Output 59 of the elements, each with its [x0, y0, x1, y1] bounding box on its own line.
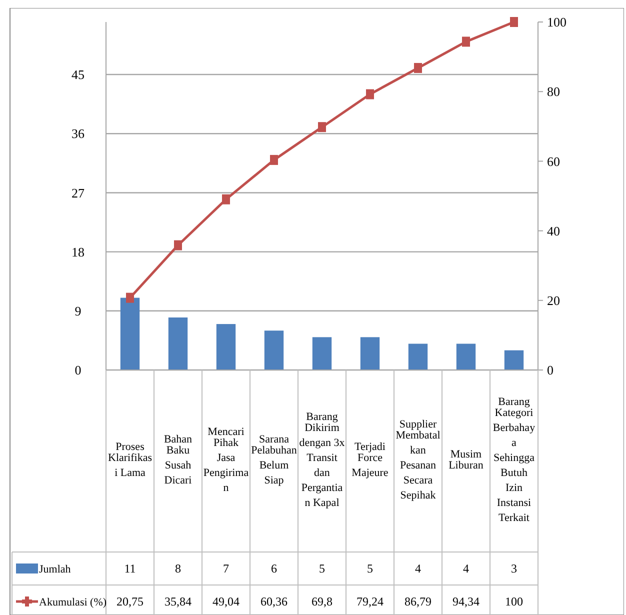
- data-label: 60,36: [260, 594, 288, 609]
- bar: [216, 324, 236, 370]
- data-label: 6: [271, 562, 277, 576]
- y2-tick-label: 40: [547, 223, 560, 238]
- y-tick-label: 18: [72, 244, 84, 260]
- bar: [168, 317, 188, 370]
- y2-tick-label: 20: [547, 292, 560, 308]
- data-label: 3: [511, 562, 517, 576]
- point: [414, 62, 422, 73]
- data-label: 49,04: [212, 594, 240, 609]
- data-label: 4: [463, 562, 469, 576]
- y2-tick-label: 100: [547, 14, 566, 30]
- data-label: 35,84: [164, 594, 192, 609]
- data-label: 5: [319, 562, 325, 576]
- bar: [312, 337, 332, 370]
- data-label: 7: [223, 562, 229, 576]
- point: [318, 122, 326, 132]
- x-tick-label: Sarana Pelabuhan Belum Siap: [251, 433, 298, 486]
- bar: [504, 350, 524, 370]
- x-tick-label: Supplier Membatalkan Pesanan Secara Sepihak: [396, 418, 440, 502]
- y2-tick-label: 60: [547, 154, 560, 169]
- data-label: 69,8: [312, 594, 332, 609]
- category-label: Barang Kategori Berbahaya Sehingga Butuh Izin Instansi Terkait: [492, 396, 536, 524]
- x-tick-label: Barang Dikirim dengan 3x Transit dan Pergantian Kapal: [299, 410, 346, 509]
- y-tick-label: 0: [74, 362, 82, 378]
- y2-tick-label: 80: [547, 84, 560, 100]
- point: [366, 89, 374, 100]
- y2-tick-label: 0: [547, 362, 554, 378]
- bar: [264, 330, 284, 370]
- legend-label: Jumlah: [39, 563, 72, 576]
- data-label: 20,75: [116, 594, 144, 609]
- x-tick-label: Bahan Baku Susah Dicari: [164, 433, 193, 486]
- data-label: 8: [175, 562, 181, 576]
- bar: [360, 337, 380, 370]
- data-label: 5: [367, 562, 373, 576]
- point: [270, 154, 278, 165]
- bar: [456, 344, 476, 370]
- data-label: 79,24: [356, 594, 384, 609]
- point: [510, 17, 518, 27]
- point: [462, 36, 470, 47]
- x-tick-label: Terjadi Force Majeure: [352, 440, 388, 479]
- data-label: 4: [415, 562, 421, 576]
- data-label: 94,34: [452, 594, 480, 609]
- data-label: 86,79: [404, 594, 432, 609]
- y-tick-label: 27: [72, 185, 85, 200]
- x-tick-label: Mencari Pihak Jasa Pengiriman: [203, 426, 249, 494]
- data-label: 11: [124, 562, 136, 576]
- data-label: 100: [505, 594, 523, 609]
- point: [126, 292, 134, 303]
- point: [222, 194, 230, 204]
- bar: [408, 344, 428, 370]
- legend-label: Akumulasi (%): [39, 596, 107, 608]
- y-tick-label: 9: [74, 303, 82, 318]
- x-tick-label: Musim Liburan: [448, 448, 484, 472]
- point: [174, 240, 182, 250]
- bar: [120, 298, 140, 370]
- y-tick-label: 45: [72, 67, 84, 82]
- y-tick-label: 36: [72, 126, 85, 142]
- x-tick-label: Proses Klarifikasi Lama: [108, 440, 152, 479]
